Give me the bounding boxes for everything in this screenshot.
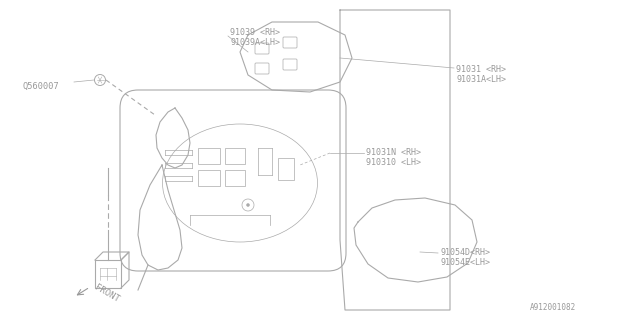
Text: 91054E<LH>: 91054E<LH> [440, 258, 490, 267]
Bar [225, 170, 245, 186]
Text: 910310 <LH>: 910310 <LH> [366, 158, 421, 167]
Text: 91031 <RH>: 91031 <RH> [456, 65, 506, 74]
Text: A912001082: A912001082 [530, 303, 576, 312]
Text: FRONT: FRONT [93, 283, 121, 304]
Text: Q560007: Q560007 [22, 82, 59, 91]
Text: 91054D<RH>: 91054D<RH> [440, 248, 490, 257]
Bar [225, 148, 245, 164]
Circle shape [246, 204, 250, 206]
Text: 91039 <RH>: 91039 <RH> [230, 28, 280, 37]
Bar [278, 158, 294, 180]
Bar [198, 148, 220, 164]
Text: 91031N <RH>: 91031N <RH> [366, 148, 421, 157]
Text: 91039A<LH>: 91039A<LH> [230, 38, 280, 47]
Bar [198, 170, 220, 186]
Text: 91031A<LH>: 91031A<LH> [456, 75, 506, 84]
